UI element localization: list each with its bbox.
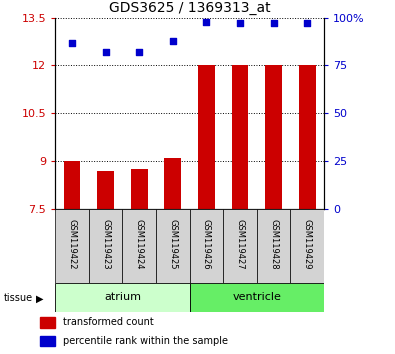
Bar [265, 65, 282, 209]
Bar [257, 209, 290, 283]
Point [203, 19, 210, 24]
Bar [223, 209, 257, 283]
Text: GSM119428: GSM119428 [269, 219, 278, 270]
Bar [231, 65, 248, 209]
Text: atrium: atrium [104, 292, 141, 302]
Text: GSM119429: GSM119429 [303, 219, 312, 270]
Text: ventricle: ventricle [232, 292, 281, 302]
Point [170, 38, 176, 44]
Point [103, 49, 109, 55]
Bar [64, 161, 81, 209]
Bar [122, 209, 156, 283]
Text: transformed count: transformed count [63, 317, 154, 327]
Bar [55, 209, 89, 283]
Point [237, 21, 243, 26]
Text: GSM119424: GSM119424 [135, 219, 144, 270]
Text: GSM119426: GSM119426 [202, 219, 211, 270]
Bar [299, 65, 316, 209]
Bar [40, 336, 55, 346]
Bar [190, 209, 223, 283]
Text: GSM119422: GSM119422 [68, 219, 77, 270]
Text: GSM119423: GSM119423 [101, 219, 110, 270]
Bar [97, 171, 114, 209]
Point [271, 21, 277, 26]
Bar [156, 209, 190, 283]
Text: GSM119427: GSM119427 [235, 219, 245, 270]
Bar [89, 209, 122, 283]
Bar [131, 169, 148, 209]
Point [304, 21, 310, 26]
Bar [198, 65, 215, 209]
Bar [55, 283, 190, 312]
Text: GSM119425: GSM119425 [168, 219, 177, 270]
Text: ▶: ▶ [36, 293, 44, 303]
Bar [164, 158, 181, 209]
Bar [290, 209, 324, 283]
Bar [190, 283, 324, 312]
Text: percentile rank within the sample: percentile rank within the sample [63, 336, 228, 346]
Point [69, 40, 75, 45]
Bar [40, 317, 55, 328]
Text: tissue: tissue [4, 293, 33, 303]
Point [136, 49, 143, 55]
Title: GDS3625 / 1369313_at: GDS3625 / 1369313_at [109, 1, 271, 15]
